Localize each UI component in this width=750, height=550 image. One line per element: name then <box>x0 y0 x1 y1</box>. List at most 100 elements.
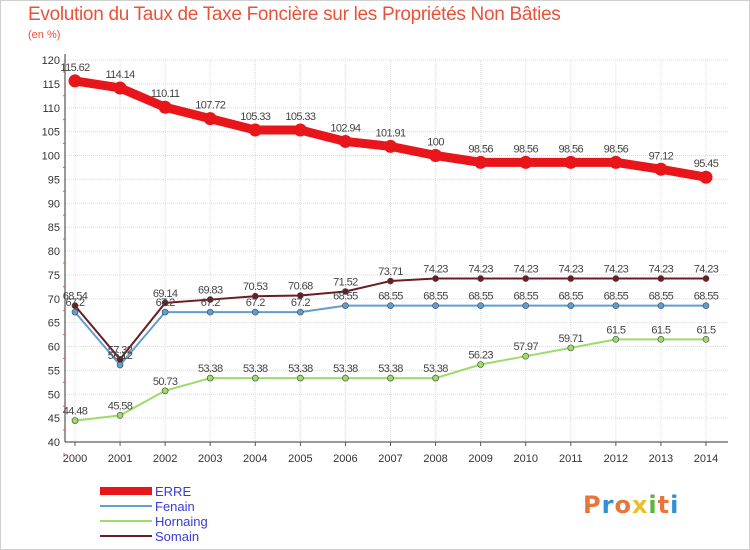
data-label-hornaing: 61.5 <box>651 324 670 336</box>
logo-letter: x <box>631 491 649 519</box>
x-tick-label: 2012 <box>604 453 628 465</box>
data-label-erre: 97.12 <box>649 150 674 162</box>
y-tick-label: 60 <box>48 342 60 354</box>
proxiti-logo: Proxiti <box>583 491 679 519</box>
data-label-hornaing: 57.97 <box>513 341 538 353</box>
data-point-fenain <box>432 302 439 309</box>
data-label-erre: 98.56 <box>604 143 629 155</box>
y-tick-label: 45 <box>48 413 60 425</box>
y-tick-label: 85 <box>48 222 60 234</box>
unit-label: (en %) <box>28 29 61 41</box>
data-point-hornaing <box>522 352 530 360</box>
data-label-erre: 102.94 <box>330 122 361 134</box>
legend-swatch <box>100 487 152 495</box>
data-label-fenain: 68.55 <box>423 291 448 303</box>
data-point-hornaing <box>612 336 620 343</box>
data-point-fenain <box>477 302 484 309</box>
data-label-somain: 74.23 <box>513 264 538 276</box>
data-label-fenain: 67.2 <box>246 297 265 309</box>
data-label-fenain: 68.55 <box>694 291 719 303</box>
data-label-somain: 69.83 <box>198 285 223 297</box>
data-point-fenain <box>612 302 620 309</box>
chart-title: Evolution du Taux de Taxe Foncière sur l… <box>28 4 561 25</box>
y-tick-label: 90 <box>48 198 60 210</box>
data-label-somain: 73.71 <box>378 266 403 278</box>
data-label-fenain: 68.55 <box>378 291 403 303</box>
data-point-hornaing <box>71 417 79 424</box>
data-label-erre: 105.33 <box>285 111 316 123</box>
data-point-erre <box>113 81 127 95</box>
data-label-somain: 74.23 <box>649 264 674 276</box>
data-label-fenain: 56.12 <box>108 350 133 362</box>
data-label-somain: 71.52 <box>333 276 358 288</box>
data-point-erre <box>293 123 307 137</box>
data-label-fenain: 67.2 <box>291 297 310 309</box>
data-point-fenain <box>342 302 349 309</box>
x-tick-label: 2004 <box>243 453 267 465</box>
x-tick-label: 2014 <box>694 453 718 465</box>
data-point-somain <box>251 292 259 300</box>
data-label-hornaing: 50.73 <box>153 376 178 388</box>
legend-label: Somain <box>155 529 200 544</box>
y-tick-label: 110 <box>42 103 60 115</box>
data-label-fenain: 68.55 <box>559 291 584 303</box>
x-tick-label: 2003 <box>198 453 222 465</box>
data-point-fenain <box>387 302 394 309</box>
y-tick-label: 40 <box>48 437 60 449</box>
data-label-erre: 107.72 <box>195 100 226 112</box>
data-point-fenain <box>161 308 169 316</box>
data-point-somain <box>702 275 710 282</box>
x-tick-label: 2011 <box>559 453 583 465</box>
x-tick-label: 2005 <box>288 453 312 465</box>
data-point-fenain <box>71 308 79 316</box>
data-point-fenain <box>206 308 214 316</box>
data-point-hornaing <box>432 374 439 382</box>
logo-letter: i <box>648 491 658 519</box>
data-label-hornaing: 59.71 <box>559 333 584 345</box>
data-label-fenain: 68.55 <box>649 291 674 303</box>
data-point-hornaing <box>161 387 169 395</box>
x-tick-label: 2001 <box>108 453 132 465</box>
data-label-hornaing: 56.23 <box>468 350 493 362</box>
data-point-erre <box>68 74 82 88</box>
logo-letter: i <box>670 491 680 519</box>
data-point-somain <box>206 296 214 303</box>
data-label-fenain: 67.2 <box>156 297 175 309</box>
data-point-erre <box>609 155 623 169</box>
data-point-fenain <box>567 302 575 309</box>
x-tick-label: 2008 <box>423 453 447 465</box>
data-point-somain <box>432 275 439 282</box>
data-label-erre: 115.62 <box>60 62 90 74</box>
data-point-somain <box>116 355 124 363</box>
data-point-fenain <box>522 302 530 309</box>
data-point-hornaing <box>567 344 575 352</box>
data-label-erre: 100 <box>427 137 444 149</box>
data-label-erre: 105.33 <box>240 111 271 123</box>
data-point-hornaing <box>702 336 710 343</box>
data-point-hornaing <box>116 412 124 419</box>
data-label-hornaing: 53.38 <box>288 363 313 375</box>
data-point-erre <box>158 100 172 114</box>
data-point-somain <box>612 275 620 282</box>
data-point-hornaing <box>297 374 304 382</box>
data-label-somain: 68.54 <box>63 291 88 303</box>
data-label-hornaing: 53.38 <box>333 363 358 375</box>
legend-label: Hornaing <box>155 514 208 529</box>
data-point-hornaing <box>477 361 484 368</box>
data-point-hornaing <box>251 374 259 382</box>
data-label-fenain: 68.55 <box>513 291 538 303</box>
y-tick-label: 95 <box>48 174 60 186</box>
data-point-erre <box>474 155 488 169</box>
data-point-fenain <box>297 308 304 316</box>
data-label-fenain: 68.55 <box>468 291 493 303</box>
data-point-somain <box>522 275 530 282</box>
y-tick-label: 115 <box>42 79 60 91</box>
data-label-somain: 70.68 <box>288 281 313 293</box>
y-tick-label: 100 <box>42 151 60 163</box>
data-label-erre: 95.45 <box>694 158 719 170</box>
data-label-somain: 74.23 <box>423 264 448 276</box>
y-tick-label: 80 <box>48 246 60 258</box>
y-tick-label: 65 <box>48 318 60 330</box>
x-tick-label: 2000 <box>63 453 87 465</box>
data-label-erre: 98.56 <box>468 143 493 155</box>
